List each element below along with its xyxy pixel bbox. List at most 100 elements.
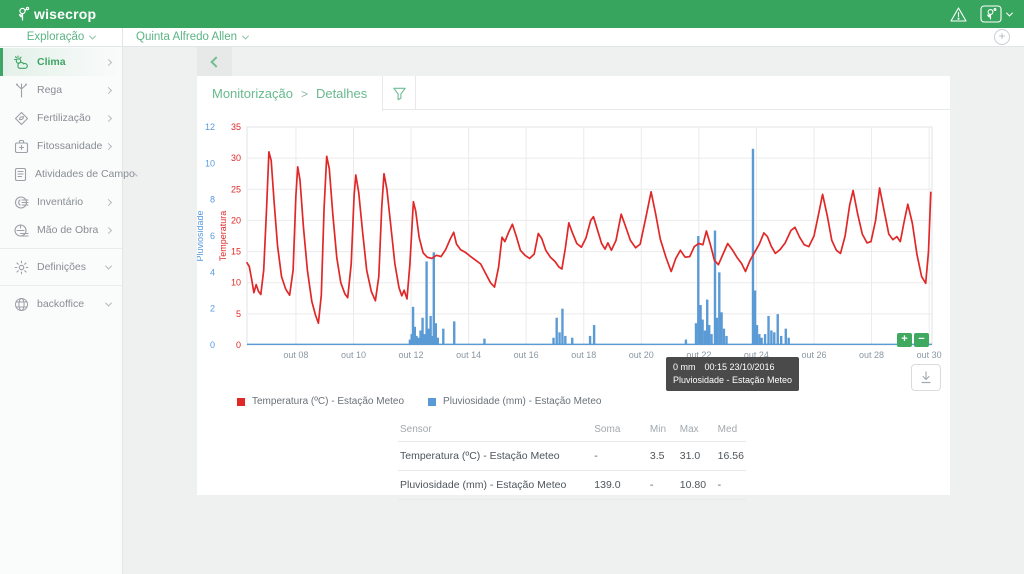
legend-item[interactable]: Temperatura (ºC) - Estação Meteo — [237, 396, 404, 407]
sidebar-item-fertiliza-o[interactable]: Fertilização — [0, 104, 122, 132]
clima-icon — [13, 54, 30, 70]
sidebar-item-fitossanidade[interactable]: Fitossanidade — [0, 132, 122, 160]
svg-text:Temperatura: Temperatura — [218, 211, 228, 262]
table-cell: 10.80 — [677, 470, 716, 500]
sidebar-item-label: Atividades de Campo — [35, 168, 135, 180]
inventario-icon — [13, 194, 30, 210]
zoom-out-button[interactable]: − — [914, 333, 929, 347]
table-cell: 139.0 — [592, 470, 648, 500]
zoom-in-button[interactable]: + — [897, 333, 912, 347]
definicoes-icon — [13, 259, 30, 275]
legend-label: Temperatura (ºC) - Estação Meteo — [252, 396, 405, 407]
svg-text:out 10: out 10 — [341, 350, 366, 360]
chevron-right-icon — [104, 142, 113, 150]
monitor-card: Monitorização > Detalhes out 08 out 10 out… — [197, 76, 950, 500]
fitossanidade-icon — [13, 138, 30, 154]
chevron-right-icon — [104, 114, 113, 122]
svg-text:out 22: out 22 — [686, 350, 711, 360]
maodeobra-icon — [13, 222, 30, 238]
logo-text: wisecrop — [34, 6, 97, 22]
svg-text:out 30: out 30 — [917, 350, 942, 360]
exploration-dropdown[interactable]: Exploração — [0, 28, 123, 46]
sidebar-divider — [0, 285, 122, 286]
chevron-down-icon — [1005, 9, 1014, 17]
svg-text:35: 35 — [231, 122, 241, 132]
sidebar-item-defini-es[interactable]: Definições — [0, 253, 122, 281]
fertilizacao-icon — [13, 110, 30, 126]
tooltip-datetime: 00:15 23/10/2016 — [704, 362, 775, 372]
sidebar-item-rega[interactable]: Rega — [0, 76, 122, 104]
breadcrumb[interactable]: Monitorização > Detalhes — [197, 76, 384, 111]
sidebar-item-backoffice[interactable]: backoffice — [0, 290, 122, 318]
breadcrumb-parent[interactable]: Monitorização — [212, 86, 293, 101]
chevron-right-icon — [104, 86, 113, 94]
legend-swatch — [428, 397, 437, 406]
chart-tooltip: 0 mm 00:15 23/10/2016 Pluviosidade - Esta… — [666, 357, 800, 392]
sidebar-item-clima[interactable]: Clima — [0, 48, 122, 76]
back-button[interactable] — [197, 47, 232, 76]
sidebar-divider — [0, 248, 122, 249]
climate-chart[interactable]: out 08 out 10 out 12 out 14 out 16 out 18 out … — [197, 116, 950, 368]
sidebar-item-label: Fertilização — [37, 112, 91, 124]
wisecrop-logo: wisecrop — [16, 6, 96, 22]
breadcrumb-separator: > — [300, 86, 308, 101]
legend-label: Pluviosidade (mm) - Estação Meteo — [443, 396, 602, 407]
breadcrumb-current: Detalhes — [315, 86, 368, 101]
table-header: Sensor — [398, 420, 593, 442]
svg-text:2: 2 — [210, 304, 215, 314]
svg-text:0: 0 — [236, 340, 241, 350]
svg-text:out 26: out 26 — [801, 350, 826, 360]
svg-text:30: 30 — [231, 153, 241, 163]
sprout-icon — [16, 6, 31, 22]
main-content: Monitorização > Detalhes out 08 out 10 out… — [123, 47, 1024, 574]
context-bar: Exploração Quinta Alfredo Allen + — [0, 28, 1024, 47]
sidebar-item-label: Inventário — [37, 196, 84, 208]
rega-icon — [13, 82, 30, 98]
farm-name: Quinta Alfredo Allen — [136, 31, 238, 43]
backoffice-icon — [13, 296, 30, 312]
chevron-right-icon — [104, 58, 113, 66]
sidebar-item-invent-rio[interactable]: Inventário — [0, 188, 122, 216]
alerts-warning-icon[interactable] — [949, 6, 968, 23]
table-cell: Temperatura (ºC) - Estação Meteo — [398, 441, 593, 471]
sidebar-item-atividades-de-campo[interactable]: Atividades de Campo — [0, 160, 138, 188]
chevron-down-icon — [89, 32, 97, 40]
svg-text:out 14: out 14 — [456, 350, 481, 360]
filter-funnel-icon — [393, 87, 406, 100]
table-cell: - — [647, 470, 678, 500]
download-icon — [921, 371, 931, 384]
chart-zoom-controls: + − — [897, 333, 929, 347]
svg-text:out 18: out 18 — [571, 350, 596, 360]
svg-text:25: 25 — [231, 184, 241, 194]
sidebar-item-label: Clima — [37, 56, 66, 68]
tooltip-value: 0 mm — [673, 362, 696, 372]
table-cell: 16.56 — [715, 441, 746, 471]
chevron-down-icon — [104, 262, 113, 270]
app-header: wisecrop — [0, 0, 1024, 28]
svg-text:12: 12 — [205, 122, 215, 132]
svg-text:10: 10 — [205, 158, 215, 168]
svg-text:0: 0 — [210, 340, 215, 350]
tooltip-series: Pluviosidade - Estação Meteo — [673, 375, 793, 386]
profile-menu[interactable] — [980, 5, 1014, 23]
svg-text:out 20: out 20 — [629, 350, 654, 360]
svg-text:out 24: out 24 — [744, 350, 769, 360]
table-cell: 31.0 — [677, 441, 716, 471]
download-button[interactable] — [911, 364, 941, 391]
svg-text:10: 10 — [231, 278, 241, 288]
add-button[interactable]: + — [994, 29, 1010, 45]
table-row: Pluviosidade (mm) - Estação Meteo 139.0-1… — [398, 470, 746, 500]
legend-swatch — [237, 397, 245, 406]
svg-text:out 12: out 12 — [399, 350, 424, 360]
svg-text:15: 15 — [231, 247, 241, 257]
sidebar-item-m-o-de-obra[interactable]: Mão de Obra — [0, 216, 122, 244]
table-header-row: Sensor Soma Min Max Med — [398, 420, 746, 442]
svg-text:out 16: out 16 — [514, 350, 539, 360]
filter-button[interactable] — [383, 76, 417, 110]
farm-selector[interactable]: Quinta Alfredo Allen — [136, 31, 994, 43]
sidebar: Clima Rega Fertilização Fitossanidade Ativid… — [0, 47, 138, 574]
chevron-left-icon — [210, 55, 222, 68]
table-cell: - — [715, 470, 746, 500]
legend-item[interactable]: Pluviosidade (mm) - Estação Meteo — [428, 396, 601, 407]
sidebar-item-label: Definições — [37, 261, 87, 273]
